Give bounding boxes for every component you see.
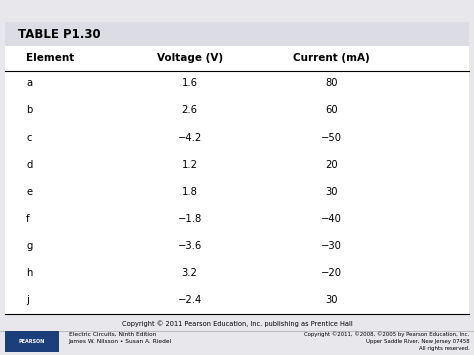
Text: 2.6: 2.6 — [182, 105, 198, 115]
Text: j: j — [26, 295, 29, 305]
Text: e: e — [26, 187, 32, 197]
Text: f: f — [26, 214, 30, 224]
Text: −30: −30 — [321, 241, 342, 251]
Text: d: d — [26, 160, 32, 170]
Text: 3.2: 3.2 — [182, 268, 198, 278]
Text: 30: 30 — [326, 187, 338, 197]
Text: 1.8: 1.8 — [182, 187, 198, 197]
Text: b: b — [26, 105, 32, 115]
Text: −50: −50 — [321, 132, 342, 143]
Text: 1.2: 1.2 — [182, 160, 198, 170]
Text: Voltage (V): Voltage (V) — [156, 53, 223, 62]
Text: Electric Circuits, Ninth Edition
James W. Nilsson • Susan A. Riedel: Electric Circuits, Ninth Edition James W… — [69, 332, 172, 344]
Text: −40: −40 — [321, 214, 342, 224]
Text: −1.8: −1.8 — [177, 214, 202, 224]
Bar — [5, 22, 469, 46]
Text: TABLE P1.30: TABLE P1.30 — [18, 28, 100, 40]
Text: c: c — [26, 132, 32, 143]
Text: 30: 30 — [326, 295, 338, 305]
Text: −2.4: −2.4 — [177, 295, 202, 305]
Bar — [5, 331, 59, 352]
Text: Copyright ©2011, ©2008, ©2005 by Pearson Education, Inc.
Upper Saddle River, New: Copyright ©2011, ©2008, ©2005 by Pearson… — [304, 332, 469, 351]
Text: Element: Element — [26, 53, 74, 62]
Text: 80: 80 — [326, 78, 338, 88]
Text: Copyright © 2011 Pearson Education, Inc. publishing as Prentice Hall: Copyright © 2011 Pearson Education, Inc.… — [122, 320, 352, 327]
Bar — [5, 46, 469, 314]
Text: PEARSON: PEARSON — [19, 339, 45, 344]
Text: h: h — [26, 268, 32, 278]
Bar — [0, 331, 474, 355]
Text: g: g — [26, 241, 32, 251]
Text: 1.6: 1.6 — [182, 78, 198, 88]
Text: Current (mA): Current (mA) — [293, 53, 370, 62]
Text: 20: 20 — [326, 160, 338, 170]
Text: −4.2: −4.2 — [177, 132, 202, 143]
Text: −3.6: −3.6 — [177, 241, 202, 251]
Text: a: a — [26, 78, 32, 88]
Text: −20: −20 — [321, 268, 342, 278]
Text: 60: 60 — [326, 105, 338, 115]
